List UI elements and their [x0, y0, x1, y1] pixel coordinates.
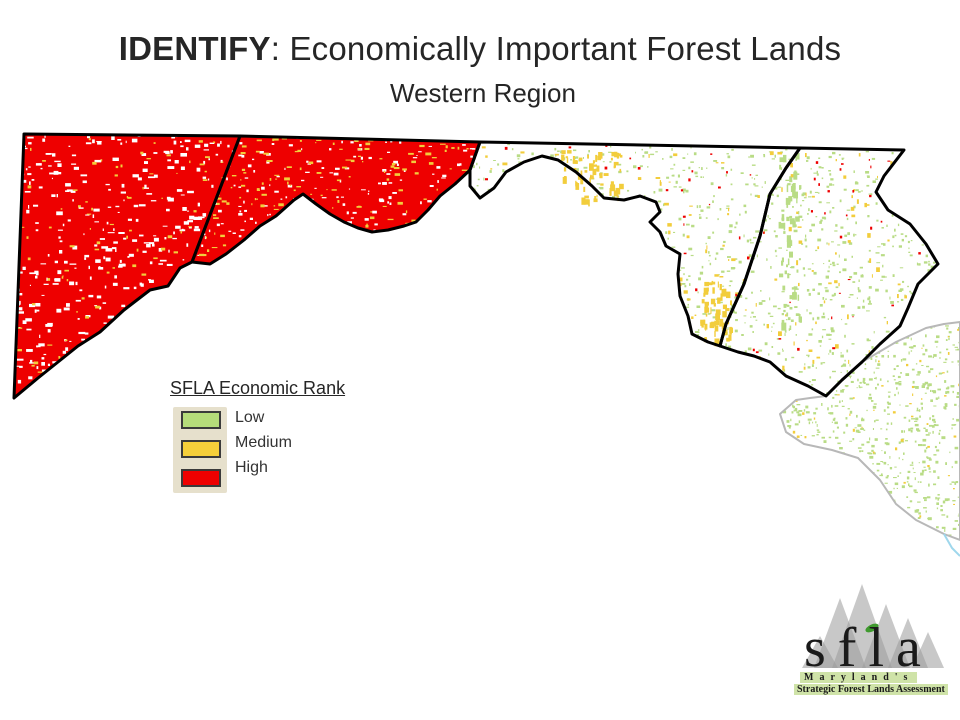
map-legend: SFLA Economic Rank Low Medium High — [170, 378, 346, 493]
county-borders — [12, 132, 960, 557]
legend-swatch-panel — [173, 407, 227, 493]
county-garrett — [14, 134, 240, 398]
legend-label-high: High — [235, 459, 268, 476]
frederick-border — [718, 146, 940, 398]
legend-swatch-low — [181, 411, 221, 429]
page-title: IDENTIFY: Economically Important Forest … — [0, 30, 960, 68]
legend-label-low: Low — [235, 409, 265, 426]
legend-swatch-medium — [181, 440, 221, 458]
title-text: : Economically Important Forest Lands — [270, 30, 842, 67]
legend-swatch-high — [181, 469, 221, 487]
river-line — [943, 533, 960, 557]
logo-letters: sfla — [804, 617, 933, 679]
allegany-border — [190, 134, 482, 266]
page-subtitle: Western Region — [390, 78, 576, 108]
legend-title: SFLA Economic Rank — [170, 378, 346, 398]
legend-label-medium: Medium — [235, 434, 292, 451]
logo-state-name: Maryland's — [800, 672, 918, 683]
montgomery-border — [779, 321, 960, 541]
forest-cover-pattern — [14, 134, 960, 540]
sfla-logo: sfla Maryland's Strategic Forest Lands A… — [790, 578, 958, 696]
title-keyword: IDENTIFY — [118, 30, 271, 67]
pine-trees-icon — [802, 584, 944, 668]
logo-tagline: Strategic Forest Lands Assessment — [794, 684, 948, 695]
